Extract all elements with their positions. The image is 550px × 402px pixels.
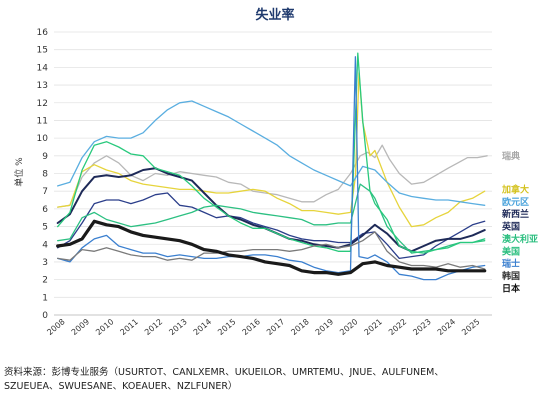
y-tick-label: 4 (42, 240, 48, 250)
y-tick-label: 8 (42, 170, 48, 180)
y-axis-label: 单位 % (13, 157, 25, 187)
series-line-2 (57, 100, 486, 206)
y-tick-label: 13 (37, 81, 48, 91)
legend-entry: 瑞士 (502, 258, 520, 270)
y-tick-label: 12 (37, 99, 48, 109)
x-tick-label: 2020 (338, 317, 359, 337)
x-tick-label: 2008 (45, 317, 66, 337)
x-axis-ticks: 2008 2009 2010 2011 2012 2013 2014 2015 2016 2017… (45, 317, 481, 337)
series-line-7 (57, 56, 486, 281)
x-tick-label: 2017 (265, 317, 286, 337)
source-line-2: SZUEUEA、SWUESANE、KOEAUER、NZLFUNER） (4, 381, 238, 392)
legend-entry: 美国 (502, 245, 520, 257)
y-tick-label: 2 (42, 276, 48, 286)
x-tick-label: 2025 (460, 317, 481, 337)
x-tick-label: 2013 (167, 317, 188, 337)
legend-entry: 韩国 (502, 270, 520, 282)
series-line-9 (56, 219, 487, 276)
y-tick-label: 9 (42, 152, 48, 162)
x-tick-label: 2011 (119, 317, 140, 337)
y-tick-label: 7 (42, 187, 48, 197)
x-tick-label: 2022 (387, 317, 408, 337)
legend-entry: 日本 (502, 282, 521, 294)
x-tick-label: 2019 (314, 317, 335, 337)
legend-entry: 欧元区 (502, 196, 529, 208)
source-note: 资料来源：彭博专业服务（USURTOT、CANLXEMR、UKUEILOR、UM… (4, 366, 548, 394)
y-tick-label: 10 (37, 134, 49, 144)
x-tick-label: 2024 (436, 317, 457, 337)
y-tick-label: 14 (37, 63, 49, 73)
chart-title: 失业率 (255, 7, 294, 23)
series-line-8 (57, 231, 486, 270)
series-line-3 (57, 192, 486, 260)
y-tick-label: 0 (42, 311, 48, 321)
x-tick-label: 2016 (241, 317, 262, 337)
x-tick-label: 2021 (363, 317, 384, 337)
source-line-1: 资料来源：彭博专业服务（USURTOT、CANLXEMR、UKUEILOR、UM… (4, 367, 444, 378)
x-tick-label: 2009 (70, 317, 91, 337)
y-tick-label: 15 (37, 46, 48, 56)
x-tick-label: 2023 (411, 317, 432, 337)
series-line-6 (57, 52, 486, 254)
x-tick-label: 2012 (143, 317, 164, 337)
y-tick-label: 5 (42, 223, 48, 233)
y-tick-label: 3 (42, 258, 48, 268)
y-tick-label: 11 (37, 116, 48, 126)
x-tick-label: 2014 (192, 317, 213, 337)
legend-entry: 澳大利亚 (502, 233, 538, 245)
legend-entry: 新西兰 (502, 208, 529, 220)
legend-entry: 加拿大 (501, 183, 529, 195)
series-line-4 (56, 167, 486, 253)
x-tick-label: 2018 (289, 317, 310, 337)
series-line-0 (57, 144, 488, 208)
y-tick-label: 16 (37, 28, 49, 38)
legend-entry: 瑞典 (502, 150, 520, 162)
y-tick-label: 1 (42, 293, 48, 303)
legend-entry: 英国 (501, 221, 520, 233)
series-lines (56, 52, 488, 281)
x-tick-label: 2010 (94, 317, 115, 337)
series-line-5 (57, 183, 486, 254)
series-line-1 (57, 72, 486, 228)
x-tick-label: 2015 (216, 317, 237, 337)
y-tick-label: 6 (42, 205, 48, 215)
